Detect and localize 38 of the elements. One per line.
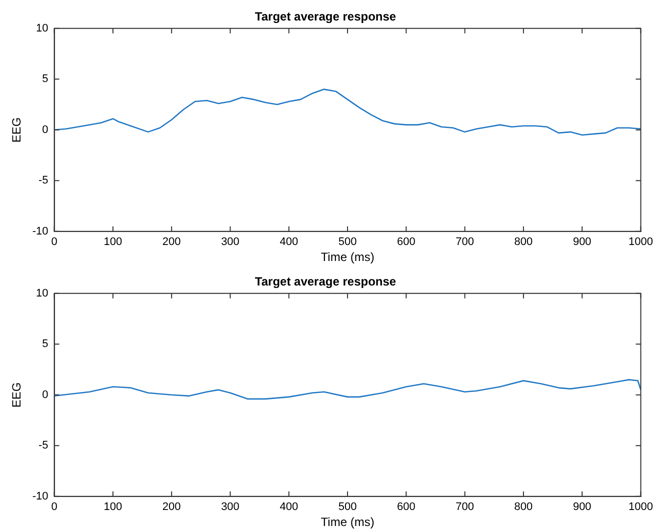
y-tick-label: -10: [32, 490, 48, 502]
x-tick-label: 800: [514, 501, 533, 514]
y-tick-label: 10: [36, 22, 48, 34]
x-axis-title: Time (ms): [320, 250, 374, 264]
y-tick-label: -5: [38, 174, 48, 187]
x-tick-label: 700: [456, 501, 474, 514]
x-tick-label: 600: [397, 501, 416, 514]
x-tick-label: 900: [572, 236, 592, 248]
y-tick-label: 0: [42, 388, 48, 401]
x-tick-label: 400: [280, 236, 298, 248]
x-tick-label: 300: [221, 501, 240, 514]
y-axis-title: EEG: [10, 117, 24, 143]
x-tick-label: 600: [397, 236, 416, 248]
x-tick-label: 700: [456, 236, 474, 248]
x-axis-title: Time (ms): [320, 515, 374, 530]
x-tick-label: 200: [162, 236, 181, 248]
x-tick-label: 500: [338, 236, 357, 248]
x-tick-label: 500: [338, 501, 357, 514]
x-tick-label: 300: [221, 236, 240, 248]
y-tick-label: 10: [36, 287, 48, 300]
x-tick-label: 900: [572, 501, 592, 514]
y-tick-label: 5: [42, 338, 48, 350]
y-tick-label: -5: [38, 440, 48, 452]
chart-title: Target average response: [254, 274, 396, 289]
x-tick-label: 200: [162, 501, 181, 514]
x-tick-label: 1000: [628, 501, 654, 514]
x-tick-label: 100: [104, 236, 122, 248]
y-axis-title: EEG: [10, 382, 24, 408]
x-tick-label: 0: [51, 236, 58, 248]
y-tick-label: 5: [42, 73, 48, 86]
chart-title: Target average response: [254, 10, 396, 24]
x-tick-label: 0: [51, 501, 58, 514]
x-tick-label: 100: [104, 501, 122, 514]
x-tick-label: 400: [280, 501, 298, 514]
x-tick-label: 800: [514, 236, 533, 248]
y-tick-label: -10: [32, 225, 48, 238]
y-tick-label: 0: [42, 124, 48, 136]
x-tick-label: 1000: [628, 236, 654, 248]
